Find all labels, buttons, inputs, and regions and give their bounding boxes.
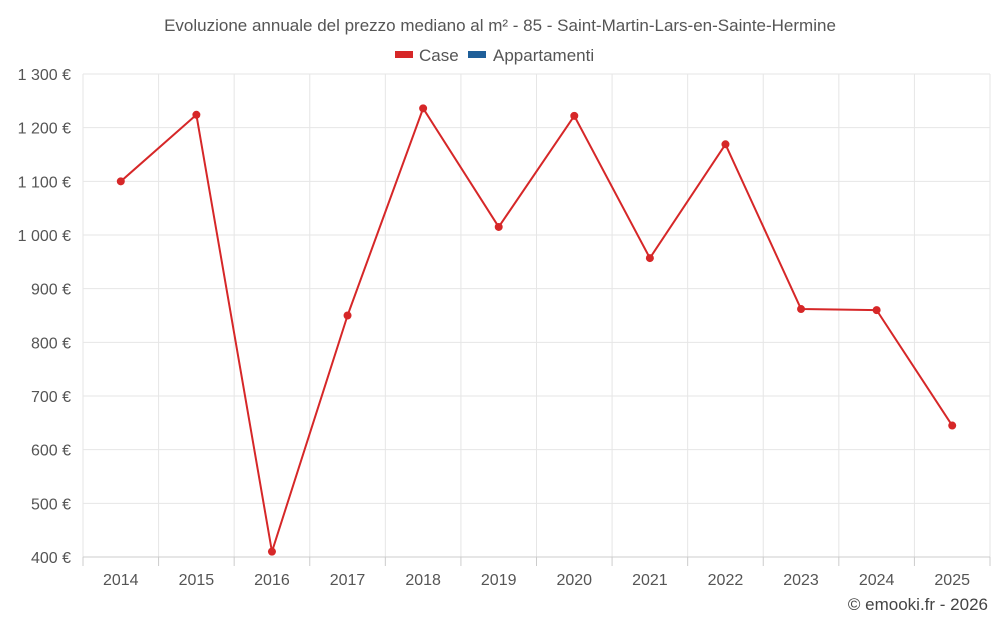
x-tick-label: 2021	[632, 572, 668, 589]
data-point[interactable]	[419, 104, 428, 113]
y-tick-label: 1 000 €	[18, 228, 71, 245]
data-point[interactable]	[494, 222, 503, 231]
x-tick-label: 2016	[254, 572, 290, 589]
gridlines	[82, 73, 991, 557]
y-tick-label: 600 €	[31, 443, 71, 460]
x-tick-label: 2022	[708, 572, 744, 589]
y-tick-label: 1 300 €	[18, 67, 71, 84]
data-point[interactable]	[570, 111, 579, 120]
x-tick-label: 2018	[405, 572, 441, 589]
legend-label-appartamenti: Appartamenti	[493, 46, 594, 65]
y-tick-label: 400 €	[31, 550, 71, 567]
data-point[interactable]	[721, 140, 730, 149]
legend: Case Appartamenti	[395, 46, 594, 65]
y-tick-label: 500 €	[31, 496, 71, 513]
x-tick-label: 2019	[481, 572, 517, 589]
data-point[interactable]	[116, 177, 125, 186]
data-point[interactable]	[192, 110, 201, 119]
x-axis: 2014 2015 2016 2017 2018 2019 2020 2021 2022 2023…	[82, 556, 991, 589]
series-line-case	[120, 107, 954, 553]
x-tick-label: 2020	[556, 572, 592, 589]
legend-swatch-case	[395, 51, 413, 58]
data-point[interactable]	[267, 547, 276, 556]
y-axis: 400 € 500 € 600 € 700 € 800 € 900 € 1 000 € 1 1…	[18, 67, 71, 567]
legend-label-case: Case	[419, 46, 459, 65]
data-point[interactable]	[645, 254, 654, 263]
footer-credit: © emooki.fr - 2026	[848, 595, 988, 614]
x-tick-label: 2014	[103, 572, 139, 589]
chart-title: Evoluzione annuale del prezzo mediano al…	[164, 16, 836, 35]
legend-swatch-appartamenti	[468, 51, 486, 58]
series-group	[116, 104, 957, 556]
data-point[interactable]	[797, 305, 806, 314]
data-point[interactable]	[948, 421, 957, 430]
x-tick-label: 2015	[179, 572, 215, 589]
y-tick-label: 900 €	[31, 282, 71, 299]
data-point[interactable]	[872, 306, 881, 315]
y-tick-label: 1 100 €	[18, 174, 71, 191]
x-tick-label: 2024	[859, 572, 895, 589]
y-tick-label: 800 €	[31, 335, 71, 352]
x-tick-label: 2023	[783, 572, 819, 589]
legend-item-appartamenti[interactable]: Appartamenti	[468, 46, 594, 65]
x-tick-label: 2025	[934, 572, 970, 589]
data-point[interactable]	[343, 311, 352, 320]
x-tick-label: 2017	[330, 572, 366, 589]
y-tick-label: 1 200 €	[18, 121, 71, 138]
legend-item-case[interactable]: Case	[395, 46, 459, 65]
y-tick-label: 700 €	[31, 389, 71, 406]
